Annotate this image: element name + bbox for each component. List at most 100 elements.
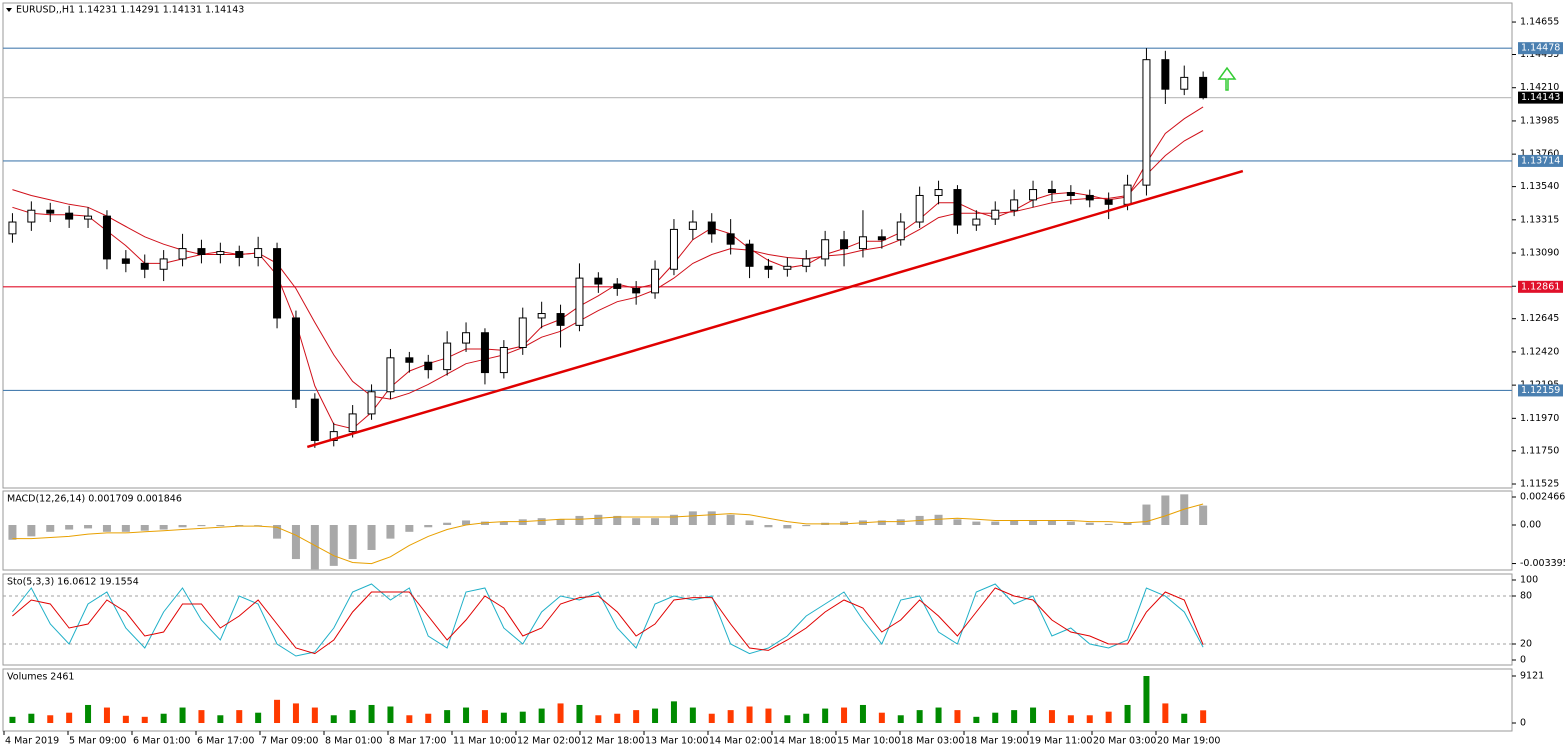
x-tick-label: 13 Mar 10:00 bbox=[645, 736, 708, 747]
macd-bar bbox=[27, 524, 36, 537]
macd-bar bbox=[46, 524, 55, 532]
macd-bar bbox=[991, 521, 1000, 525]
candle-body bbox=[27, 209, 36, 223]
volume-bar bbox=[1011, 710, 1018, 724]
candle-body bbox=[197, 248, 206, 256]
y-tick-label: 1.13540 bbox=[1520, 181, 1559, 192]
macd-bar bbox=[235, 524, 244, 527]
x-tick-label: 15 Mar 10:00 bbox=[837, 736, 900, 747]
price-label-box bbox=[1518, 384, 1563, 397]
candle-body bbox=[575, 277, 584, 326]
volume-bar bbox=[595, 715, 602, 724]
volume-bar bbox=[916, 710, 923, 724]
volume-bar bbox=[538, 708, 545, 724]
macd-bar bbox=[896, 519, 905, 525]
macd-bar bbox=[537, 518, 546, 525]
macd-bar bbox=[840, 521, 849, 525]
macd-bar bbox=[273, 524, 282, 539]
volume-bar bbox=[349, 710, 356, 724]
candle-body bbox=[46, 209, 55, 214]
candle-body bbox=[140, 262, 149, 270]
candle-body bbox=[405, 357, 414, 363]
volume-bar bbox=[670, 701, 677, 724]
candle-body bbox=[1104, 199, 1113, 205]
volume-bar bbox=[954, 710, 961, 724]
macd-bar bbox=[1029, 520, 1038, 525]
candle-body bbox=[840, 239, 849, 250]
up-arrow bbox=[1217, 66, 1237, 91]
candle-body bbox=[745, 243, 754, 267]
y-tick-label: 1.11750 bbox=[1520, 445, 1559, 456]
x-tick-label: 12 Mar 18:00 bbox=[581, 736, 644, 747]
macd-bar bbox=[745, 520, 754, 525]
y-tick-label: -0.003395 bbox=[1520, 558, 1565, 569]
macd-bar bbox=[1142, 504, 1151, 525]
volume-bar bbox=[103, 707, 110, 724]
price-label-box bbox=[1518, 154, 1563, 167]
macd-bar bbox=[556, 519, 565, 525]
candle-body bbox=[1029, 189, 1038, 201]
x-tick-label: 8 Mar 17:00 bbox=[389, 736, 446, 747]
candle-body bbox=[896, 221, 905, 241]
candle-body bbox=[121, 258, 130, 264]
volume-bar bbox=[330, 715, 337, 724]
price-label: 1.12861 bbox=[1521, 281, 1560, 292]
price-label: 1.14143 bbox=[1521, 92, 1560, 103]
macd-bar bbox=[1047, 520, 1056, 525]
volume-bar bbox=[973, 716, 980, 724]
candle-body bbox=[443, 342, 452, 371]
macd-bar bbox=[197, 524, 206, 527]
volume-bar bbox=[406, 715, 413, 724]
candle-body bbox=[386, 357, 395, 393]
volume-bar bbox=[217, 715, 224, 724]
volume-bar bbox=[992, 712, 999, 724]
volume-bar bbox=[803, 713, 810, 724]
macd-bar bbox=[329, 524, 338, 566]
price-label: 1.12159 bbox=[1521, 385, 1560, 396]
volume-bar bbox=[935, 707, 942, 724]
candle-body bbox=[329, 431, 338, 441]
volume-bar bbox=[9, 716, 16, 724]
macd-bar bbox=[877, 520, 886, 525]
volume-bar bbox=[1048, 710, 1055, 724]
candle-body bbox=[216, 251, 225, 256]
y-tick-label: 0 bbox=[1520, 655, 1526, 666]
volume-bar bbox=[236, 710, 243, 724]
volume-bar bbox=[311, 707, 318, 724]
macd-bar bbox=[121, 524, 130, 532]
volume-bar bbox=[160, 713, 167, 724]
moving-average bbox=[12, 106, 1204, 430]
candle-body bbox=[424, 361, 433, 371]
y-tick-label: 1.11525 bbox=[1520, 479, 1559, 490]
volume-bar bbox=[85, 704, 92, 724]
volume-bar bbox=[689, 707, 696, 724]
macd-bar bbox=[499, 521, 508, 525]
y-tick-label: 0.00 bbox=[1520, 519, 1541, 530]
candle-body bbox=[783, 265, 792, 270]
candle-body bbox=[821, 239, 830, 260]
candle-body bbox=[669, 228, 678, 270]
volume-bar bbox=[708, 713, 715, 724]
macd-bar bbox=[348, 524, 357, 560]
volume-bar bbox=[784, 715, 791, 724]
macd-bar bbox=[518, 519, 527, 525]
panel-label: Volumes 2461 bbox=[7, 672, 74, 683]
y-tick-label: 1.14435 bbox=[1520, 49, 1559, 60]
volume-bar bbox=[444, 710, 451, 724]
candle-body bbox=[159, 258, 168, 270]
panel-label: MACD(12,26,14) 0.001709 0.001846 bbox=[7, 494, 182, 505]
candle-body bbox=[178, 248, 187, 260]
x-tick-label: 7 Mar 09:00 bbox=[261, 736, 318, 747]
x-tick-label: 6 Mar 01:00 bbox=[133, 736, 190, 747]
macd-bar bbox=[688, 511, 697, 525]
x-tick-label: 19 Mar 11:00 bbox=[1029, 736, 1092, 747]
x-tick-label: 18 Mar 19:00 bbox=[965, 736, 1028, 747]
x-tick-label: 14 Mar 18:00 bbox=[773, 736, 836, 747]
volume-bar bbox=[47, 715, 54, 724]
candle-body bbox=[499, 346, 508, 374]
macd-bar bbox=[178, 524, 187, 528]
macd-bar bbox=[367, 524, 376, 550]
volume-panel bbox=[2, 668, 1513, 732]
candle-body bbox=[877, 236, 886, 241]
